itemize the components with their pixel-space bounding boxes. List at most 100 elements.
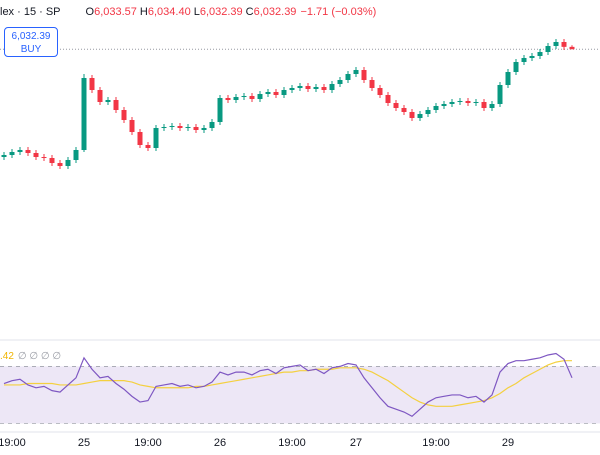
candle-body [1,155,7,157]
candle-body [217,98,223,122]
candle-body [529,56,535,58]
candle-body [209,122,215,128]
candle-body [185,127,191,128]
candle-body [193,127,199,130]
candle-body [137,132,143,145]
candle-body [545,46,551,52]
candle-body [337,80,343,84]
rsi-rest: ∅ ∅ ∅ ∅ [17,351,62,362]
candle-body [497,85,503,104]
candle-body [385,95,391,103]
candle-body [305,86,311,89]
candle-body [473,102,479,103]
candle-body [401,108,407,112]
candle-body [457,101,463,102]
ohlc-value: 6,032.39 [253,6,297,18]
candle-body [121,110,127,120]
candle-body [97,90,103,102]
candle-body [113,100,119,110]
candle-body [569,46,575,50]
candle-body [393,103,399,108]
legend-header: lex · 15 · SP O6,033.57 H6,034.40 L6,032.39… [0,6,376,18]
candle-body [409,112,415,118]
candle-body [233,97,239,100]
candle-body [225,98,231,100]
candle-body [329,84,335,90]
x-tick-label: 19:00 [0,437,26,449]
x-tick-label: 25 [78,437,90,449]
candle-body [297,86,303,88]
x-tick-label: 26 [214,437,226,449]
candle-body [481,102,487,108]
rsi-line [3,352,573,418]
candle-body [425,110,431,114]
candle-body [241,96,247,97]
candle-body [65,160,71,166]
candle-body [73,150,79,160]
candle-body [9,152,15,155]
candle-body [249,96,255,99]
ohlc-value: 6,034.40 [147,6,191,18]
change: −1.71 (−0.03%) [300,6,377,18]
candle-body [321,87,327,90]
candle-body [433,106,439,110]
candle-body [17,150,23,152]
badge-price: 6,032.39 [11,31,51,42]
candle-body [257,94,263,99]
candle-body [361,70,367,80]
candle-body [313,87,319,89]
candle-body [521,58,527,62]
symbol: lex · 15 · SP [0,6,61,18]
x-tick-label: 19:00 [422,437,450,449]
candle-body [489,104,495,108]
candle-body [177,126,183,128]
ohlc-key: H [139,6,148,18]
candle-body [169,126,175,127]
ohlc-value: 6,032.39 [199,6,243,18]
candle-body [41,157,47,158]
x-tick-label: 19:00 [134,437,162,449]
candle-body [57,163,63,166]
rsi-legend: .42 ∅ ∅ ∅ ∅ [0,351,61,362]
candle-body [153,128,159,148]
candle-body [513,62,519,72]
candle-body [89,78,95,90]
x-tick-label: 19:00 [278,437,306,449]
candle-body [33,153,39,157]
candle-body [353,70,359,74]
ohlc-value: 6,033.57 [94,6,137,18]
candle-body [449,102,455,104]
ohlc-key: C [245,6,254,18]
rsi-band [0,366,600,424]
candle-body [417,114,423,118]
candle-body [345,74,351,80]
candle-body [281,90,287,95]
candle-body [49,158,55,163]
candle-body [273,92,279,95]
candle-body [265,92,271,94]
candle-body [369,80,375,88]
candle-body [161,127,167,128]
candle-body [537,52,543,56]
candle-body [105,100,111,102]
candle-body [81,78,87,150]
rsi-value: .42 [0,351,14,362]
candle-body [25,150,31,153]
badge-action: BUY [20,44,42,55]
candle-body [201,128,207,130]
ohlc-key: O [85,6,95,18]
candle-body [129,120,135,132]
candle-body [465,101,471,103]
x-tick-label: 29 [502,437,514,449]
candle-body [561,42,567,47]
candle-body [441,104,447,106]
candle-body [505,72,511,85]
candle-body [377,88,383,95]
buy-button[interactable]: 6,032.39 BUY [4,27,58,57]
candle-body [145,145,151,148]
rsi-ma-line [4,360,572,407]
x-tick-label: 27 [350,437,362,449]
candle-body [289,88,295,90]
